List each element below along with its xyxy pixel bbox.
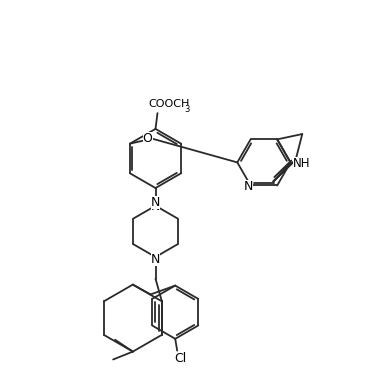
Text: N: N [151, 253, 160, 266]
Text: N: N [244, 180, 253, 193]
Text: NH: NH [293, 157, 310, 170]
Text: N: N [151, 196, 160, 209]
Text: COOCH: COOCH [149, 99, 190, 109]
Text: O: O [143, 132, 153, 145]
Text: N: N [151, 200, 160, 213]
Text: Cl: Cl [174, 352, 186, 365]
Text: 3: 3 [184, 105, 190, 114]
